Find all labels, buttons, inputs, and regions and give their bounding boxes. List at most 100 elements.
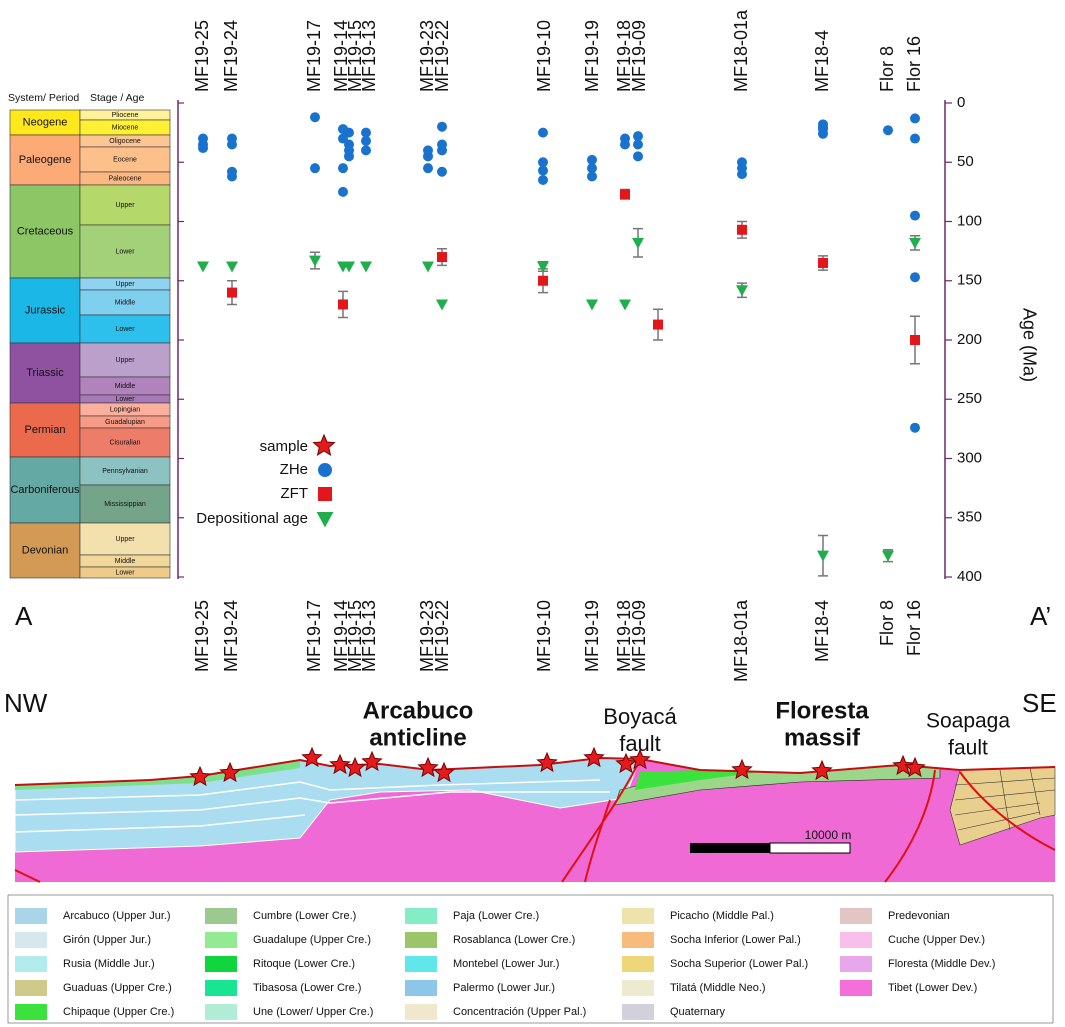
stage-label: Upper (115, 357, 135, 364)
legend-label: Quaternary (670, 1006, 726, 1018)
point (360, 261, 372, 273)
x-label-top: MF19-24 (221, 20, 241, 92)
x-label-bottom: MF19-23 (417, 600, 437, 672)
legend-swatch (622, 956, 654, 972)
legend-swatch (840, 932, 872, 948)
legend-label: Une (Lower/ Upper Cre.) (253, 1006, 373, 1018)
sample-star (189, 765, 211, 787)
legend-swatch (622, 908, 654, 924)
x-label-top: MF19-22 (432, 20, 452, 92)
point (343, 261, 355, 273)
sample-star (361, 750, 383, 772)
x-label-bottom: MF19-17 (304, 600, 324, 672)
period-label: Paleogene (19, 154, 72, 166)
point (620, 139, 630, 150)
column-header: Stage / Age (90, 92, 144, 104)
stage-label: Paleocene (108, 175, 141, 182)
point (423, 163, 433, 174)
point (227, 139, 237, 150)
direction: NW (4, 688, 48, 718)
legend-label: Concentración (Upper Pal.) (453, 1006, 586, 1018)
legend-swatch (15, 908, 47, 924)
point (586, 299, 598, 311)
stage-cell (79, 522, 171, 556)
legend-swatch (15, 980, 47, 996)
point (437, 145, 447, 156)
period-cell (9, 277, 81, 344)
legend-swatch (840, 956, 872, 972)
legend-swatch (205, 956, 237, 972)
legend-label: Tilatá (Middle Neo.) (670, 982, 766, 994)
x-label-bottom: MF19-15 (345, 600, 365, 672)
sample-star (629, 748, 651, 770)
point (619, 299, 631, 311)
stage-label: Upper (115, 281, 135, 288)
y-tick-label: 50 (957, 153, 974, 170)
y-tick-label: 300 (957, 449, 982, 466)
legend-swatch (15, 1004, 47, 1020)
legend-swatch (205, 980, 237, 996)
period-cell (9, 522, 81, 579)
point (817, 550, 829, 562)
point (633, 151, 643, 162)
point (437, 166, 447, 177)
point (338, 163, 348, 174)
stage-label: Lower (115, 396, 135, 403)
x-label-bottom: MF18-4 (812, 600, 832, 662)
period-label: Cretaceous (17, 225, 74, 237)
section-label: Boyacá (603, 704, 677, 729)
section-label: Arcabuco (363, 697, 474, 724)
point (737, 224, 747, 235)
x-label-top: MF19-15 (345, 20, 365, 92)
sample-star (615, 752, 637, 774)
point (909, 237, 921, 249)
x-label-bottom: MF19-18 (614, 600, 634, 672)
point (538, 157, 548, 168)
x-label-bottom: Flor 8 (877, 600, 897, 646)
legend-label: Picacho (Middle Pal.) (670, 910, 774, 922)
legend-label: Chipaque (Upper Cre.) (63, 1006, 174, 1018)
legend-swatch (15, 956, 47, 972)
stage-label: Mississippian (104, 501, 146, 508)
legend-swatch (622, 980, 654, 996)
period-label: Devonian (22, 544, 68, 556)
sample-star (329, 753, 351, 775)
fault (14, 759, 1056, 883)
legend-swatch (15, 932, 47, 948)
legend-swatch (622, 1004, 654, 1020)
legend-label: Predevonian (888, 910, 950, 922)
legend-swatch (405, 908, 437, 924)
stage-label: Pennsylvanian (102, 468, 148, 475)
point (309, 255, 321, 267)
stage-label: Oligocene (109, 138, 141, 145)
legend-label: Rosablanca (Lower Cre.) (453, 934, 575, 946)
x-label-top: MF18-01a (731, 9, 751, 92)
legend-label: ZHe (280, 461, 308, 478)
x-label-bottom: MF19-13 (359, 600, 379, 672)
x-label-top: MF19-13 (359, 20, 379, 92)
point (818, 128, 828, 139)
point (423, 151, 433, 162)
legend-label: Cumbre (Lower Cre.) (253, 910, 356, 922)
stage-cell (79, 224, 171, 279)
section-label: fault (948, 737, 988, 760)
stage-cell (79, 314, 171, 344)
legend-label: Depositional age (196, 510, 308, 527)
point (361, 135, 371, 146)
point (344, 151, 354, 162)
legend-swatch (840, 980, 872, 996)
point (882, 550, 894, 562)
legend-label: Montebel (Lower Jur.) (453, 958, 559, 970)
x-label-top: MF19-18 (614, 20, 634, 92)
point (633, 139, 643, 150)
point (537, 261, 549, 273)
point (227, 171, 237, 182)
y-tick-label: 350 (957, 509, 982, 526)
point (310, 112, 320, 123)
stage-cell (79, 484, 171, 524)
point (344, 127, 354, 138)
stage-label: Guadalupian (105, 419, 145, 426)
stage-label: Lopingian (110, 406, 140, 413)
period-label: Triassic (26, 367, 64, 379)
